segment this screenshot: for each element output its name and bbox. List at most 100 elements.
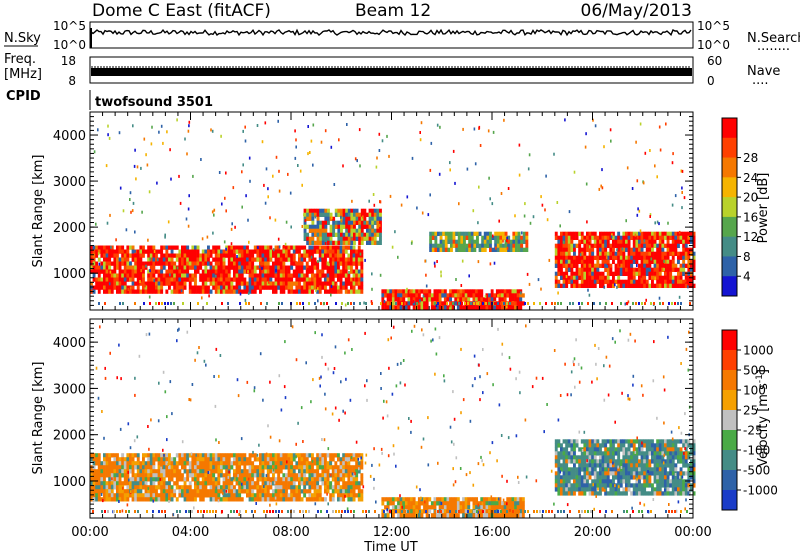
range-time-cell [628,260,631,264]
range-time-cell [290,286,293,290]
range-time-cell [677,268,680,272]
range-time-cell [462,501,465,505]
range-time-cell [568,455,571,459]
range-time-cell [197,262,200,266]
range-time-cell [625,272,628,276]
range-time-cell [95,250,98,254]
range-time-cell [282,477,285,481]
range-time-cell [317,217,320,221]
range-time-cell [563,252,566,256]
range-time-cell [635,284,638,288]
range-time-cell [366,241,369,245]
range-time-cell [314,209,317,213]
range-time-cell [674,236,677,240]
range-time-cell [251,489,254,493]
range-time-cell [583,483,586,487]
range-time-cell [93,453,96,457]
range-time-cell [596,443,599,447]
range-time-cell [132,453,135,457]
range-time-cell [204,461,207,465]
range-time-cell [301,453,304,457]
range-time-cell [563,463,566,467]
range-time-cell [353,262,356,266]
range-time-cell [358,270,361,274]
near-range-echo [500,302,502,305]
range-time-cell [340,493,343,497]
scatter-echo [311,140,313,143]
near-range-echo [518,302,520,305]
range-time-cell [669,272,672,276]
scatter-echo [129,198,131,201]
range-time-cell [215,477,218,481]
range-time-cell [103,290,106,294]
range-time-cell [350,465,353,469]
range-time-cell [230,489,233,493]
range-time-cell [674,232,677,236]
range-time-cell [581,467,584,471]
range-time-cell [512,513,515,517]
range-time-cell [555,451,558,455]
range-time-cell [108,473,111,477]
range-time-cell [340,254,343,258]
scatter-echo [231,242,233,245]
range-time-cell [361,221,364,225]
range-time-cell [243,270,246,274]
range-time-cell [147,453,150,457]
range-time-cell [223,497,226,501]
scatter-echo [478,186,480,189]
range-time-cell [285,493,288,497]
range-time-cell [173,254,176,258]
range-time-cell [615,240,618,244]
range-time-cell [426,497,429,501]
range-time-cell [473,240,476,244]
range-time-cell [246,258,249,262]
range-time-cell [275,477,278,481]
range-time-cell [275,485,278,489]
range-time-cell [560,256,563,260]
range-time-cell [337,274,340,278]
range-time-cell [591,491,594,495]
range-time-cell [360,489,363,493]
range-time-cell [322,237,325,241]
range-time-cell [376,233,379,237]
range-time-cell [191,473,194,477]
range-time-cell [106,489,109,493]
range-time-cell [191,262,194,266]
range-time-cell [586,236,589,240]
range-time-cell [137,477,140,481]
range-time-cell [358,233,361,237]
range-time-cell [594,459,597,463]
range-time-cell [519,501,522,505]
scatter-echo [637,179,639,182]
scatter-echo [423,295,425,298]
range-time-cell [565,467,568,471]
range-time-cell [165,282,168,286]
range-time-cell [298,493,301,497]
range-time-cell [690,240,693,244]
scatter-echo [619,264,621,267]
range-time-cell [256,477,259,481]
range-time-cell [369,213,372,217]
range-time-cell [576,236,579,240]
range-time-cell [98,278,101,282]
range-time-cell [690,280,693,284]
range-time-cell [557,284,560,288]
range-time-cell [108,489,111,493]
range-time-cell [311,485,314,489]
range-time-cell [204,290,207,294]
range-time-cell [473,497,476,501]
range-time-cell [295,270,298,274]
range-time-cell [506,293,509,297]
range-time-cell [578,463,581,467]
range-time-cell [158,481,161,485]
range-time-cell [280,457,283,461]
range-time-cell [628,236,631,240]
range-time-cell [462,289,465,293]
range-time-cell [431,501,434,505]
range-time-cell [249,473,252,477]
range-time-cell [363,217,366,221]
range-time-cell [228,262,231,266]
range-time-cell [121,262,124,266]
range-time-cell [210,497,213,501]
range-time-cell [288,250,291,254]
